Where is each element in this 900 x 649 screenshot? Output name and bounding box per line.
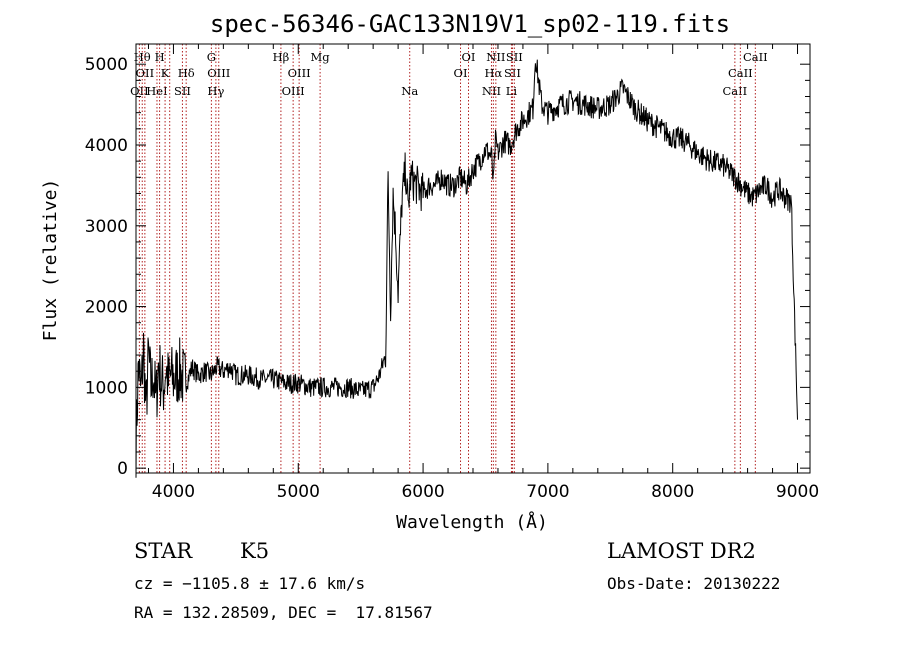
- x-tick-label: 9000: [776, 482, 819, 502]
- x-tick-label: 4000: [152, 482, 195, 502]
- x-tick-label: 6000: [401, 482, 444, 502]
- line-marker-label: G: [207, 50, 216, 64]
- line-marker-label: SII: [174, 84, 191, 98]
- line-marker-label: Li: [506, 84, 518, 98]
- y-tick-label: 1000: [85, 378, 128, 398]
- line-marker-label: Hβ: [273, 50, 290, 64]
- line-marker-label: CaII: [722, 84, 747, 98]
- obs-date-text: Obs-Date: 20130222: [607, 574, 781, 593]
- line-marker-label: OI: [462, 50, 476, 64]
- line-marker-label: Hγ: [207, 84, 224, 98]
- x-axis: 4000 5000 6000 7000 8000 9000: [147, 44, 819, 502]
- line-marker-label: H: [155, 50, 165, 64]
- line-marker-label: NII: [482, 84, 501, 98]
- x-tick-label: 5000: [277, 482, 320, 502]
- y-tick-label: 5000: [85, 55, 128, 75]
- line-marker-label: Hα: [484, 66, 502, 80]
- x-axis-label: Wavelength (Å): [396, 511, 548, 533]
- spectrum-series: [135, 59, 798, 478]
- line-marker-label: OIII: [207, 66, 230, 80]
- line-marker-label: OIII: [282, 84, 305, 98]
- line-marker-label: SII: [506, 50, 523, 64]
- spectral-line-markers: OIIHθOIIHeIHKSIIHδGHγOIIIHβOIIIOIIIMgNaO…: [130, 44, 768, 473]
- y-tick-label: 0: [117, 459, 128, 479]
- y-tick-label: 4000: [85, 136, 128, 156]
- plot-frame: [135, 43, 811, 474]
- line-marker-label: NII: [486, 50, 505, 64]
- line-marker-label: K: [161, 66, 170, 80]
- y-axis: 0 1000 2000 3000 4000 5000: [85, 55, 810, 479]
- line-marker-label: SII: [504, 66, 521, 80]
- line-marker-label: CaII: [728, 66, 753, 80]
- survey-name: LAMOST DR2: [607, 539, 756, 563]
- redshift-text: cz = −1105.8 ± 17.6 km/s: [134, 574, 366, 593]
- line-marker-label: Hθ: [134, 50, 151, 64]
- line-marker-label: OIII: [288, 66, 311, 80]
- line-marker-label: Mg: [311, 50, 331, 64]
- y-axis-label: Flux (relative): [40, 179, 61, 342]
- y-tick-label: 3000: [85, 217, 128, 237]
- line-marker-label: Hδ: [178, 66, 195, 80]
- line-marker-label: Na: [401, 84, 418, 98]
- line-marker-label: HeI: [146, 84, 167, 98]
- coordinates-text: RA = 132.28509, DEC = 17.81567: [134, 603, 433, 622]
- object-subclass: K5: [240, 539, 270, 563]
- spectrum-line: [135, 59, 798, 478]
- x-tick-label: 7000: [526, 482, 569, 502]
- line-marker-label: OII: [136, 66, 155, 80]
- object-class: STAR: [134, 539, 193, 563]
- chart-title: spec-56346-GAC133N19V1_sp02-119.fits: [210, 10, 730, 38]
- x-tick-label: 8000: [651, 482, 694, 502]
- line-marker-label: OII: [130, 84, 149, 98]
- line-marker-label: CaII: [743, 50, 768, 64]
- y-tick-label: 2000: [85, 298, 128, 318]
- line-marker-label: OI: [454, 66, 468, 80]
